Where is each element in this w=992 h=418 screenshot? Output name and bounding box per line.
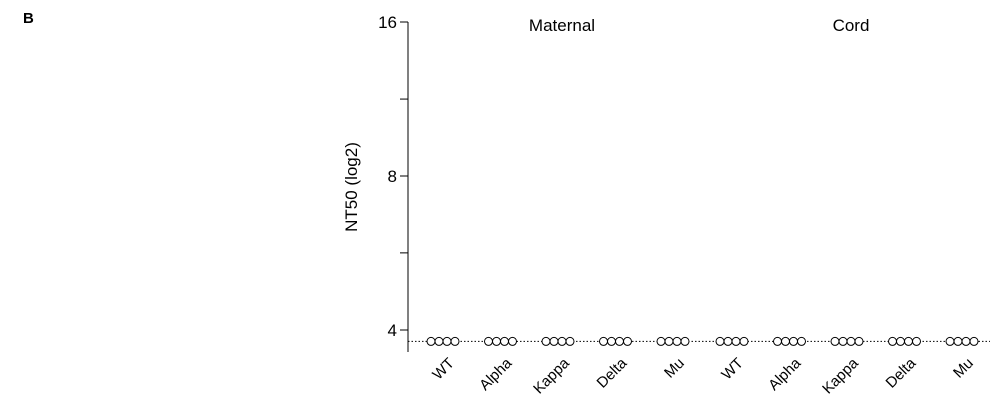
data-point (904, 336, 913, 346)
data-point (680, 336, 690, 346)
data-point (888, 336, 897, 346)
data-point (492, 336, 501, 346)
y-tick-label: 8 (388, 167, 397, 186)
category-label: WT (429, 355, 458, 384)
group-label: Maternal (529, 16, 595, 35)
category-label: Alpha (476, 354, 516, 394)
data-point (607, 336, 616, 346)
data-point (781, 336, 790, 346)
data-point (854, 336, 864, 346)
data-point (739, 336, 749, 346)
y-axis-label: NT50 (log2) (342, 142, 361, 232)
data-point (969, 336, 979, 346)
data-point (773, 336, 782, 346)
data-point (434, 336, 444, 346)
panel-label: B (23, 10, 34, 27)
data-point (846, 336, 856, 346)
data-point (500, 336, 509, 346)
data-point (953, 336, 963, 346)
data-point (450, 336, 460, 346)
data-point (442, 336, 452, 346)
y-tick-label: 4 (388, 321, 397, 340)
category-label: Delta (594, 354, 631, 391)
group-label: Cord (833, 16, 870, 35)
data-point (789, 336, 798, 346)
data-point (797, 336, 806, 346)
data-point (723, 336, 733, 346)
data-point (945, 336, 955, 346)
points-layer (426, 336, 979, 346)
data-point (549, 336, 559, 346)
data-point (961, 336, 971, 346)
data-point (623, 336, 632, 346)
category-label: Mu (661, 355, 688, 382)
data-point (557, 336, 567, 346)
category-label: Mu (950, 355, 977, 382)
data-point (672, 336, 682, 346)
data-point (896, 336, 905, 346)
data-point (731, 336, 741, 346)
data-point (615, 336, 624, 346)
axis-layer: 4 8 16 NT50 (log2) (342, 13, 409, 352)
data-point (541, 336, 551, 346)
category-label: Kappa (819, 354, 862, 397)
data-point (484, 336, 493, 346)
data-point (565, 336, 575, 346)
data-point (599, 336, 608, 346)
data-point (426, 336, 436, 346)
category-label: WT (718, 355, 747, 384)
category-label: Kappa (530, 354, 573, 397)
data-point (715, 336, 725, 346)
category-label: Alpha (765, 354, 805, 394)
data-point (838, 336, 848, 346)
data-point (656, 336, 666, 346)
data-point (664, 336, 674, 346)
data-point (912, 336, 921, 346)
data-point (830, 336, 840, 346)
data-point (508, 336, 517, 346)
category-label: Delta (883, 354, 920, 391)
y-tick-label: 16 (378, 13, 397, 32)
